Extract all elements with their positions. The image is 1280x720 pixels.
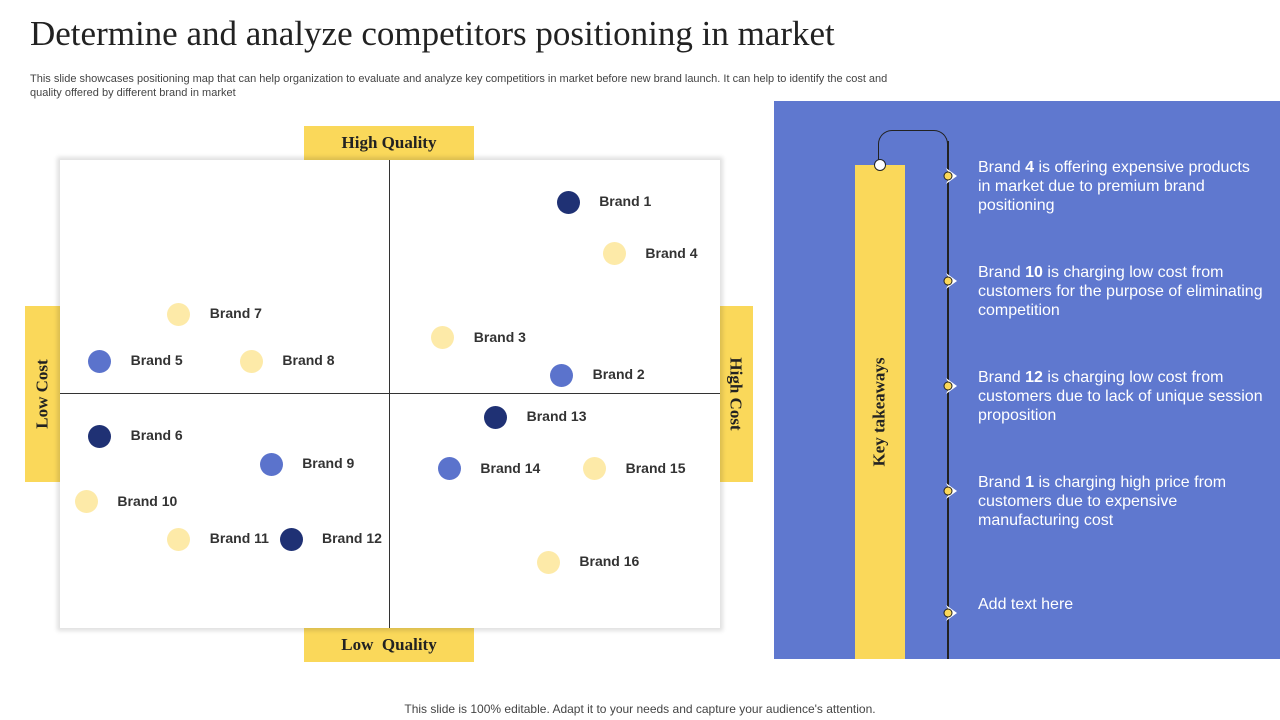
slide-subtitle: This slide showcases positioning map tha… <box>30 73 888 99</box>
axis-low-quality-label: Low Quality <box>341 635 437 654</box>
takeaway-brand-number: 12 <box>1025 369 1043 386</box>
axis-high-cost-label: High Cost <box>726 357 746 431</box>
brand-dot <box>74 490 98 514</box>
brand-dot <box>279 527 303 551</box>
takeaway-item: Brand 10 is charging low cost from custo… <box>978 263 1263 320</box>
takeaway-text: is charging low cost from customers due … <box>978 369 1263 424</box>
chevron-marker-icon <box>942 376 962 396</box>
brand-dot <box>167 302 191 326</box>
brand-dot <box>259 452 283 476</box>
brand-label: Brand 1 <box>599 193 652 210</box>
brand-label: Brand 16 <box>579 553 640 570</box>
takeaway-brand: Brand <box>978 474 1026 491</box>
axis-high-quality-label: High Quality <box>341 133 437 152</box>
brand-label: Brand 11 <box>209 530 269 547</box>
brand-dot <box>602 242 626 266</box>
takeaway-item: Brand 12 is charging low cost from custo… <box>978 368 1263 425</box>
brand-dot <box>167 527 191 551</box>
takeaway-item: Brand 4 is offering expensive products i… <box>978 158 1263 215</box>
brand-dot <box>484 405 508 429</box>
axis-high-cost: High Cost <box>718 306 753 482</box>
takeaway-brand: Brand <box>978 159 1026 176</box>
brand-label: Brand 13 <box>526 408 587 425</box>
vertical-axis-line <box>389 160 390 628</box>
takeaway-text: is offering expensive products in market… <box>978 159 1250 214</box>
brand-label: Brand 3 <box>473 328 526 345</box>
axis-low-quality: Low Quality <box>304 628 474 662</box>
axis-low-cost: Low Cost <box>25 306 60 482</box>
brand-dot <box>88 424 112 448</box>
key-takeaways-heading: Key takeaways <box>870 357 890 467</box>
positioning-map: Brand 1 Brand 4 Brand 7 Brand 3 Brand 5 Brand… <box>60 160 720 628</box>
key-takeaways-bar: Key takeaways <box>855 165 905 659</box>
takeaway-item: Brand 1 is charging high price from cust… <box>978 473 1263 530</box>
brand-label: Brand 8 <box>282 352 335 369</box>
chevron-marker-icon <box>942 603 962 623</box>
brand-dot <box>556 190 580 214</box>
takeaway-text: is charging low cost from customers for … <box>978 264 1263 319</box>
takeaway-text: Add text here <box>978 596 1074 613</box>
connector-dot <box>874 159 886 171</box>
brand-dot <box>550 363 574 387</box>
takeaway-brand: Brand <box>978 369 1026 386</box>
takeaway-item: Add text here <box>978 595 1263 614</box>
takeaway-brand: Brand <box>978 264 1026 281</box>
takeaway-brand-number: 10 <box>1025 264 1043 281</box>
key-takeaways-panel: Key takeaways Brand 4 is offering expens… <box>774 101 1280 659</box>
chevron-marker-icon <box>942 166 962 186</box>
slide-footer: This slide is 100% editable. Adapt it to… <box>404 702 876 716</box>
brand-label: Brand 9 <box>302 455 355 472</box>
slide-title: Determine and analyze competitors positi… <box>30 14 835 53</box>
brand-label: Brand 15 <box>625 459 686 476</box>
connector-arc <box>878 130 948 170</box>
takeaway-brand-number: 1 <box>1025 474 1035 491</box>
takeaway-text: is charging high price from customers du… <box>978 474 1227 529</box>
brand-dot <box>437 457 461 481</box>
brand-dot <box>88 349 112 373</box>
brand-label: Brand 4 <box>645 244 698 261</box>
brand-dot <box>431 326 455 350</box>
horizontal-axis-line <box>60 393 720 394</box>
takeaway-brand-number: 4 <box>1025 159 1035 176</box>
brand-label: Brand 6 <box>130 427 183 444</box>
brand-label: Brand 2 <box>592 366 645 383</box>
brand-label: Brand 12 <box>322 530 382 547</box>
chevron-marker-icon <box>942 481 962 501</box>
axis-high-quality: High Quality <box>304 126 474 160</box>
brand-label: Brand 14 <box>480 459 541 476</box>
brand-label: Brand 5 <box>130 352 183 369</box>
brand-label: Brand 10 <box>117 492 178 509</box>
brand-dot <box>536 550 560 574</box>
brand-dot <box>239 349 263 373</box>
brand-label: Brand 7 <box>209 305 262 322</box>
axis-low-cost-label: Low Cost <box>32 359 52 429</box>
chevron-marker-icon <box>942 271 962 291</box>
brand-dot <box>583 457 607 481</box>
timeline-line <box>947 141 949 659</box>
